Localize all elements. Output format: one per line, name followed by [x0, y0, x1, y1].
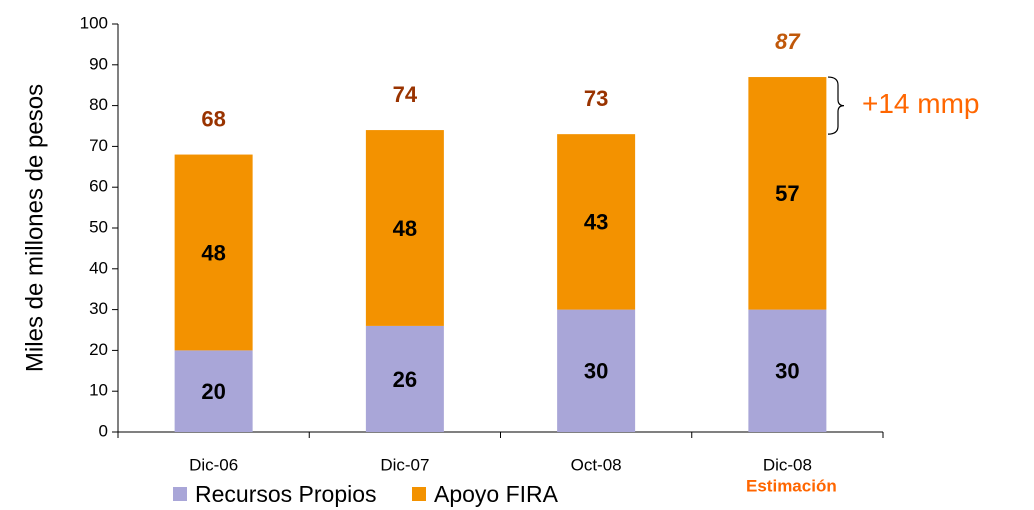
bar-segment: [365, 130, 444, 326]
x-tick-label: Dic-08: [763, 455, 812, 474]
y-tick-label: 40: [89, 258, 108, 277]
total-label: 87: [775, 29, 801, 54]
segment-label: 30: [584, 359, 608, 384]
total-label: 68: [201, 106, 225, 131]
y-tick-label: 50: [89, 217, 108, 236]
x-tick-label: Dic-06: [189, 455, 238, 474]
legend-swatch: [173, 487, 187, 501]
y-tick-label: 30: [89, 299, 108, 318]
segment-label: 20: [201, 379, 225, 404]
legend-label: Recursos Propios: [195, 481, 377, 507]
x-tick-label: Dic-07: [380, 455, 429, 474]
legend-swatch: [412, 487, 426, 501]
bar-segment: [748, 309, 827, 432]
x-tick-label: Oct-08: [571, 455, 622, 474]
bar-segment: [365, 325, 444, 432]
bar-segment: [174, 154, 253, 351]
y-tick-label: 70: [89, 136, 108, 155]
bar-segment: [174, 350, 253, 432]
brace: [827, 76, 845, 135]
segment-label: 30: [775, 359, 799, 384]
legend-label: Apoyo FIRA: [434, 481, 559, 507]
segment-label: 57: [775, 181, 799, 206]
category-note: Estimación: [746, 476, 837, 495]
bar-segment: [557, 309, 636, 432]
bar-segment: [748, 77, 827, 310]
y-tick-label: 20: [89, 340, 108, 359]
total-label: 73: [584, 86, 608, 111]
segment-label: 43: [584, 210, 608, 235]
segment-label: 48: [201, 240, 225, 265]
total-label: 74: [393, 82, 418, 107]
y-tick-label: 60: [89, 177, 108, 196]
bar-segment: [557, 134, 636, 310]
annotation: +14 mmp: [862, 88, 980, 119]
segment-label: 48: [393, 216, 417, 241]
segment-label: 26: [393, 367, 417, 392]
y-axis-title: Miles de millones de pesos: [21, 84, 48, 372]
y-tick-label: 90: [89, 54, 108, 73]
y-tick-label: 100: [80, 13, 108, 32]
y-tick-label: 80: [89, 95, 108, 114]
y-tick-label: 0: [99, 421, 108, 440]
y-tick-label: 10: [89, 381, 108, 400]
